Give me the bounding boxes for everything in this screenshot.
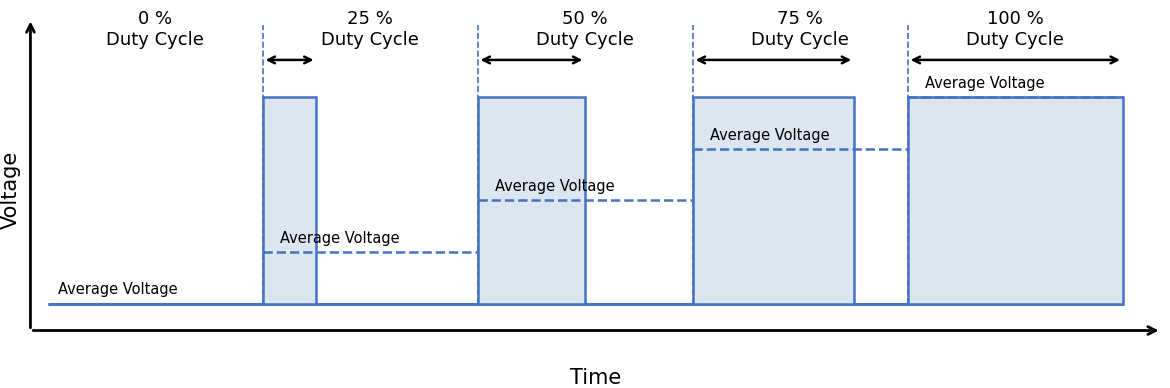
Text: 100 %
Duty Cycle: 100 % Duty Cycle [966,10,1065,49]
Text: Time: Time [570,368,621,388]
Text: Average Voltage: Average Voltage [710,128,830,142]
Bar [908,97,1123,304]
Bar [693,97,854,304]
Text: Average Voltage: Average Voltage [280,231,399,246]
Text: 75 %
Duty Cycle: 75 % Duty Cycle [751,10,849,49]
Text: Average Voltage: Average Voltage [495,179,614,194]
Text: 25 %
Duty Cycle: 25 % Duty Cycle [322,10,419,49]
Bar [477,97,585,304]
Text: 50 %
Duty Cycle: 50 % Duty Cycle [536,10,634,49]
Text: Voltage: Voltage [1,151,21,229]
Bar [263,97,316,304]
Text: 0 %
Duty Cycle: 0 % Duty Cycle [106,10,204,49]
Text: Average Voltage: Average Voltage [925,76,1045,91]
Text: Average Voltage: Average Voltage [58,282,178,298]
